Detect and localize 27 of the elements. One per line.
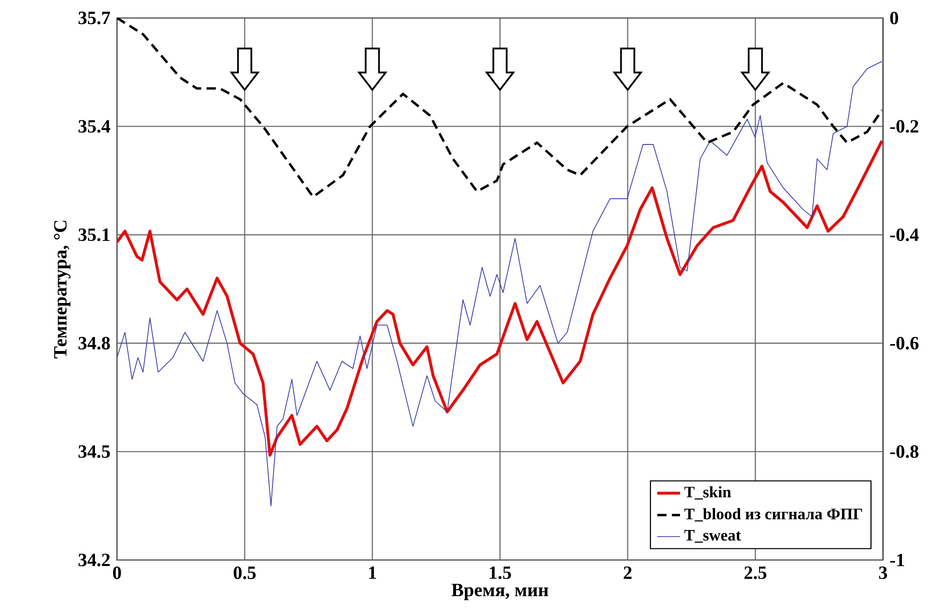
- y2-tick-label: -0.6: [890, 336, 918, 350]
- x-tick-label: 1: [369, 566, 376, 579]
- legend-label: T_blood из сигнала ФПГ: [684, 508, 862, 522]
- y-tick-label: 34.2: [78, 554, 110, 566]
- x-axis-title: Время, мин: [452, 584, 548, 600]
- y2-tick-label: -0.2: [890, 120, 918, 133]
- x-tick-label: 2.5: [744, 566, 766, 580]
- y-tick-label: 34.8: [78, 336, 110, 350]
- x-tick-label: 3: [879, 566, 888, 580]
- y-tick-label: 34.5: [78, 445, 110, 458]
- y2-tick-label: -1: [890, 554, 904, 566]
- x-tick-label: 2: [624, 566, 632, 579]
- y2-tick-label: -0.4: [890, 228, 919, 242]
- y-axis-title: Температура, °C: [54, 220, 70, 358]
- y2-tick-label: -0.8: [890, 445, 918, 458]
- line-series: [117, 60, 882, 506]
- x-tick-label: 0: [113, 566, 121, 580]
- x-tick-label: 0.5: [234, 566, 256, 580]
- y-tick-label: 35.1: [78, 228, 110, 242]
- y-tick-label: 35.7: [78, 12, 110, 24]
- line-series: [117, 18, 884, 198]
- y-tick-label: 35.4: [78, 120, 110, 133]
- legend-label: T_skin: [684, 486, 732, 500]
- line-series: [117, 139, 884, 457]
- legend-label: T_sweat: [684, 530, 741, 543]
- x-tick-label: 1.5: [490, 566, 511, 580]
- y2-tick-label: 0: [890, 12, 898, 24]
